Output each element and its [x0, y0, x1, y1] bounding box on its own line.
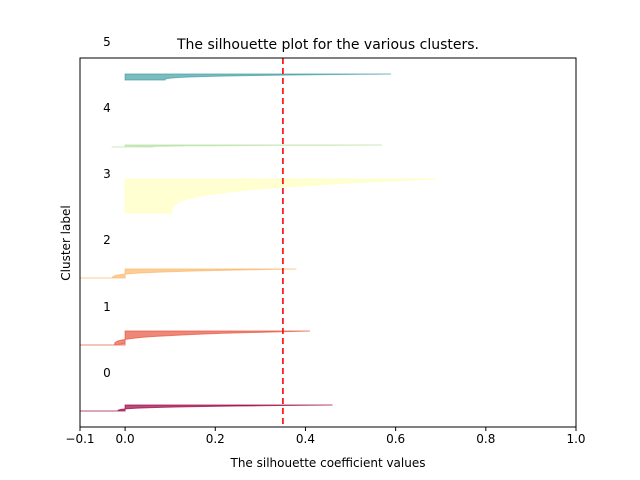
x-tick-label: 0.0 — [116, 432, 135, 446]
silhouette-band-2 — [80, 268, 297, 279]
cluster-label-5: 5 — [103, 35, 111, 49]
y-axis-title: Cluster label — [59, 205, 73, 280]
x-tick-label: 0.2 — [206, 432, 225, 446]
x-tick-label: −0.1 — [65, 432, 94, 446]
cluster-label-2: 2 — [103, 233, 111, 247]
x-tick-label: 1.0 — [566, 432, 585, 446]
silhouette-band-5 — [124, 73, 392, 81]
cluster-label-4: 4 — [103, 101, 111, 115]
cluster-labels: 0 1 2 3 4 5 — [103, 35, 111, 380]
silhouette-band-4 — [111, 144, 383, 148]
x-tick-label: 0.4 — [296, 432, 315, 446]
silhouette-band-0 — [80, 404, 333, 412]
x-tick-label: 0.8 — [476, 432, 495, 446]
chart-title: The silhouette plot for the various clus… — [176, 37, 479, 53]
cluster-label-1: 1 — [103, 300, 111, 314]
x-axis-title: The silhouette coefficient values — [230, 456, 426, 470]
plot-frame — [79, 57, 577, 428]
cluster-label-3: 3 — [103, 167, 111, 181]
cluster-label-0: 0 — [103, 366, 111, 380]
silhouette-bands — [80, 73, 437, 412]
silhouette-band-3 — [124, 178, 437, 214]
x-tick-label: 0.6 — [386, 432, 405, 446]
silhouette-band-1 — [80, 330, 311, 346]
x-axis-ticks: −0.1 0.0 0.2 0.4 0.6 0.8 1.0 — [65, 427, 586, 446]
